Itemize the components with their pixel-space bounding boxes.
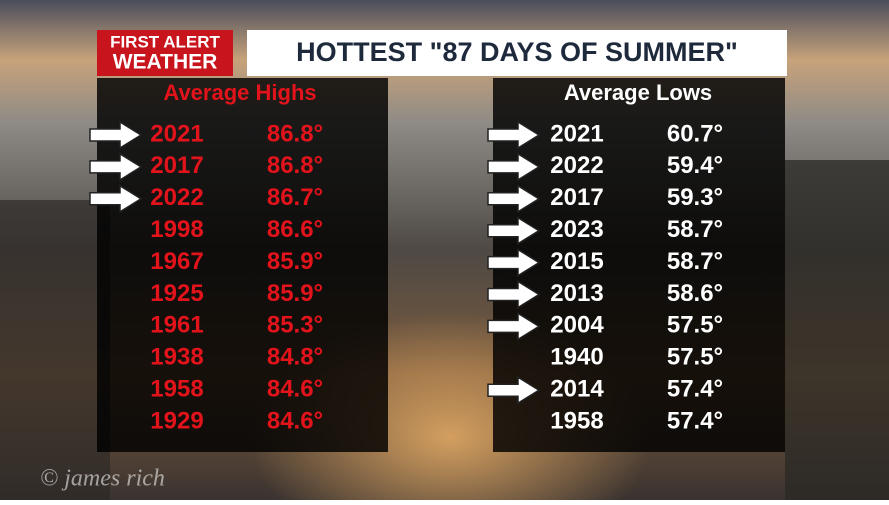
row-arrow (487, 152, 541, 182)
trees-right (785, 160, 889, 500)
row-arrow (89, 152, 143, 182)
row-year: 2021 (550, 120, 603, 147)
row-arrow (487, 184, 541, 214)
row-value: 59.3° (667, 184, 723, 211)
row-year: 2015 (550, 248, 603, 275)
title-box (247, 30, 787, 76)
row-arrow (89, 184, 143, 214)
row-value: 85.9° (267, 280, 323, 307)
row-year: 1929 (150, 407, 203, 434)
logo-line1: FIRST ALERT (110, 32, 220, 51)
row-value: 58.7° (667, 216, 723, 243)
row-year: 2017 (550, 184, 603, 211)
row-year: 2023 (550, 216, 603, 243)
row-value: 59.4° (667, 152, 723, 179)
row-value: 57.4° (667, 407, 723, 434)
row-arrow (89, 120, 143, 150)
title: HOTTEST "87 DAYS OF SUMMER" (296, 37, 738, 67)
row-value: 85.9° (267, 248, 323, 275)
row-arrow (487, 312, 541, 341)
row-arrow (487, 375, 541, 405)
row-arrow (487, 216, 541, 246)
row-year: 2022 (550, 152, 603, 179)
row-value: 84.8° (267, 344, 323, 371)
row-year: 2004 (550, 312, 604, 339)
panel-highs (97, 78, 388, 452)
row-year: 1938 (150, 344, 203, 371)
row-arrow (487, 280, 541, 309)
watermark: © james rich (40, 466, 165, 492)
row-year: 1967 (150, 248, 203, 275)
row-value: 84.6° (267, 376, 323, 403)
row-year: 1940 (550, 344, 603, 371)
row-value: 86.7° (267, 184, 323, 211)
row-value: 84.6° (267, 407, 323, 434)
logo (97, 30, 233, 76)
row-year: 1925 (150, 280, 203, 307)
row-value: 57.5° (667, 312, 723, 339)
row-year: 2021 (150, 120, 203, 147)
row-year: 2013 (550, 280, 603, 307)
row-value: 86.8° (267, 152, 323, 179)
row-year: 1961 (150, 312, 203, 339)
row-value: 86.6° (267, 216, 323, 243)
table-heading: Average Highs (163, 80, 316, 105)
logo-line2: WEATHER (113, 51, 218, 74)
row-year: 1998 (150, 216, 203, 243)
row-value: 58.7° (667, 248, 723, 275)
panel-lows (493, 78, 785, 452)
row-value: 86.8° (267, 120, 323, 147)
row-value: 58.6° (667, 280, 723, 307)
row-value: 57.5° (667, 344, 723, 371)
row-year: 1958 (150, 376, 203, 403)
row-value: 57.4° (667, 376, 723, 403)
row-year: 1958 (550, 407, 603, 434)
row-year: 2017 (150, 152, 203, 179)
row-year: 2022 (150, 184, 203, 211)
row-year: 2014 (550, 376, 604, 403)
trees-left (0, 200, 110, 500)
table-heading: Average Lows (564, 80, 712, 105)
row-arrow (487, 248, 541, 277)
row-value: 85.3° (267, 312, 323, 339)
row-arrow (487, 120, 541, 150)
row-value: 60.7° (667, 120, 723, 147)
